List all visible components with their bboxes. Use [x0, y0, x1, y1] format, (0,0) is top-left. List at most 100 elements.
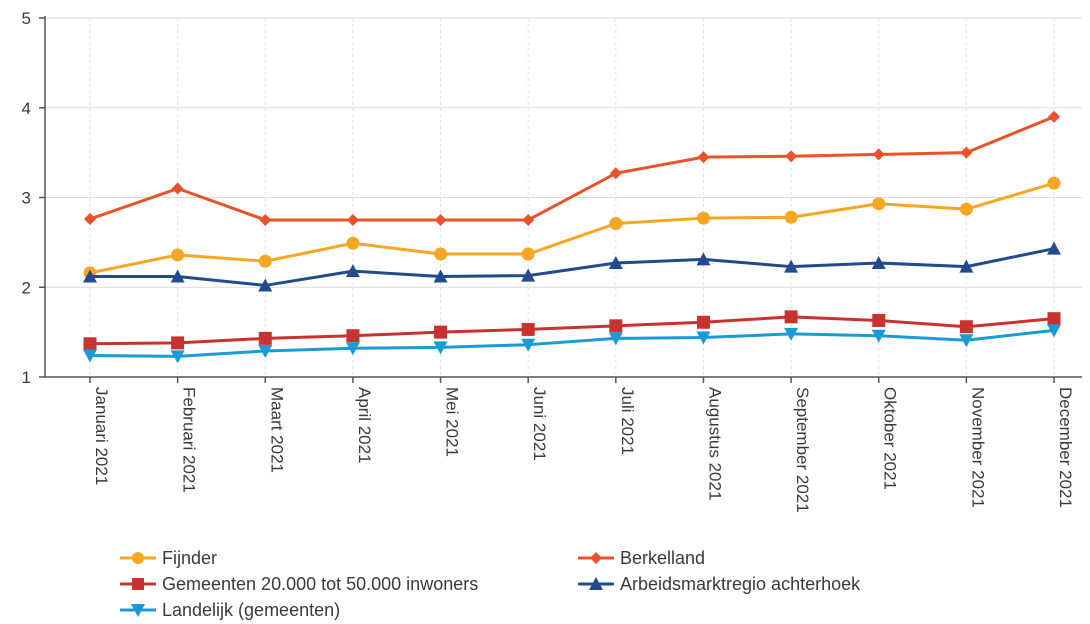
series-line: [89, 315, 1055, 346]
data-point: [346, 236, 360, 250]
x-tick-label: December 2021: [1056, 387, 1075, 508]
data-point: [521, 268, 536, 282]
data-point: [609, 319, 623, 333]
y-tick-label: 5: [22, 9, 31, 28]
legend-marker-diamond-icon: [578, 552, 614, 564]
series-group: [83, 110, 1061, 364]
data-point: [346, 213, 359, 226]
data-point: [784, 210, 798, 224]
data-point: [258, 254, 272, 268]
legend-label: Berkelland: [620, 547, 706, 568]
data-point: [258, 344, 273, 358]
data-point: [170, 269, 185, 283]
data-point: [259, 213, 272, 226]
legend-item-landelijk[interactable]: Landelijk (gemeenten): [120, 598, 340, 622]
data-point: [1047, 312, 1061, 326]
legend-marker-square-icon: [120, 578, 156, 590]
data-point: [83, 337, 97, 351]
series-line: [90, 247, 1055, 287]
legend-marker-triangle-down-icon: [120, 604, 156, 617]
data-point: [872, 148, 885, 161]
data-point: [696, 315, 710, 329]
data-point: [696, 211, 710, 225]
data-point: [171, 248, 185, 262]
axes: [39, 16, 1082, 383]
data-point: [83, 349, 97, 363]
data-point: [170, 350, 185, 364]
data-point: [608, 256, 623, 270]
data-point: [784, 259, 799, 273]
data-point: [609, 167, 622, 180]
data-point: [959, 259, 974, 273]
data-point: [522, 213, 535, 226]
series-berkelland: [84, 110, 1060, 226]
x-tick-label: Oktober 2021: [881, 387, 900, 490]
x-tick-label: November 2021: [968, 387, 987, 508]
x-tick-label: Juni 2021: [530, 387, 549, 461]
y-tick-label: 2: [22, 278, 31, 297]
legend-item-arbeidsmarktregio[interactable]: Arbeidsmarktregio achterhoek: [578, 572, 860, 596]
legend-marker-triangle-up-icon: [578, 577, 614, 590]
data-point: [697, 151, 710, 164]
data-point: [433, 341, 448, 355]
series-line: [89, 328, 1055, 358]
data-point: [696, 252, 711, 266]
data-point: [608, 332, 623, 346]
x-tick-label: Juli 2021: [618, 387, 637, 455]
x-axis-labels: Januari 2021 Februari 2021 Maart 2021 April…: [92, 387, 1075, 513]
x-tick-label: Augustus 2021: [705, 387, 724, 500]
legend: Fijnder Berkelland Gemeenten 20.000 tot …: [120, 546, 1020, 622]
series-landelijk-gemeenten-: [83, 324, 1061, 364]
series-line: [89, 115, 1055, 222]
data-point: [171, 336, 185, 350]
data-point: [258, 278, 273, 292]
data-point: [785, 150, 798, 163]
legend-item-gemeenten[interactable]: Gemeenten 20.000 tot 50.000 inwoners: [120, 572, 478, 596]
data-point: [258, 331, 272, 345]
data-point: [346, 329, 360, 343]
data-point: [960, 146, 973, 159]
x-tick-label: September 2021: [793, 387, 812, 513]
data-point: [871, 256, 886, 270]
legend-label: Gemeenten 20.000 tot 50.000 inwoners: [162, 573, 479, 594]
series-arbeidsmarktregio-achterhoek: [83, 241, 1061, 292]
data-point: [434, 325, 448, 339]
legend-label: Fijnder: [162, 547, 218, 568]
data-point: [959, 202, 973, 216]
data-point: [959, 334, 974, 348]
legend-label: Arbeidsmarktregio achterhoek: [620, 573, 861, 594]
data-point: [959, 320, 973, 334]
x-tick-label: Februari 2021: [180, 387, 199, 493]
data-point: [609, 217, 623, 231]
data-point: [345, 342, 360, 356]
data-point: [1047, 241, 1061, 255]
series-gemeenten-20-000-tot-50-000-inwoners: [83, 310, 1061, 351]
data-point: [784, 310, 798, 324]
data-point: [521, 322, 535, 336]
x-tick-label: Mei 2021: [443, 387, 462, 457]
data-point: [784, 327, 799, 341]
legend-item-fijnder[interactable]: Fijnder: [120, 546, 217, 570]
legend-item-berkelland[interactable]: Berkelland: [578, 546, 705, 570]
data-point: [1047, 176, 1061, 190]
data-point: [1048, 110, 1060, 123]
data-point: [433, 269, 448, 283]
data-point: [872, 197, 886, 211]
gridlines: [45, 17, 1082, 377]
data-point: [1047, 324, 1061, 338]
data-point: [171, 182, 184, 195]
y-tick-label: 1: [22, 368, 31, 387]
data-point: [521, 338, 536, 352]
series-line: [89, 181, 1055, 275]
data-point: [434, 247, 448, 261]
data-point: [84, 213, 96, 226]
y-axis-labels: 1 2 3 4 5: [22, 9, 31, 387]
x-tick-label: Maart 2021: [267, 387, 286, 473]
data-point: [696, 331, 711, 345]
data-point: [872, 313, 886, 327]
data-point: [434, 213, 447, 226]
data-point: [871, 329, 886, 343]
legend-marker-circle-icon: [120, 552, 156, 564]
data-point: [83, 269, 97, 283]
data-point: [345, 264, 360, 278]
